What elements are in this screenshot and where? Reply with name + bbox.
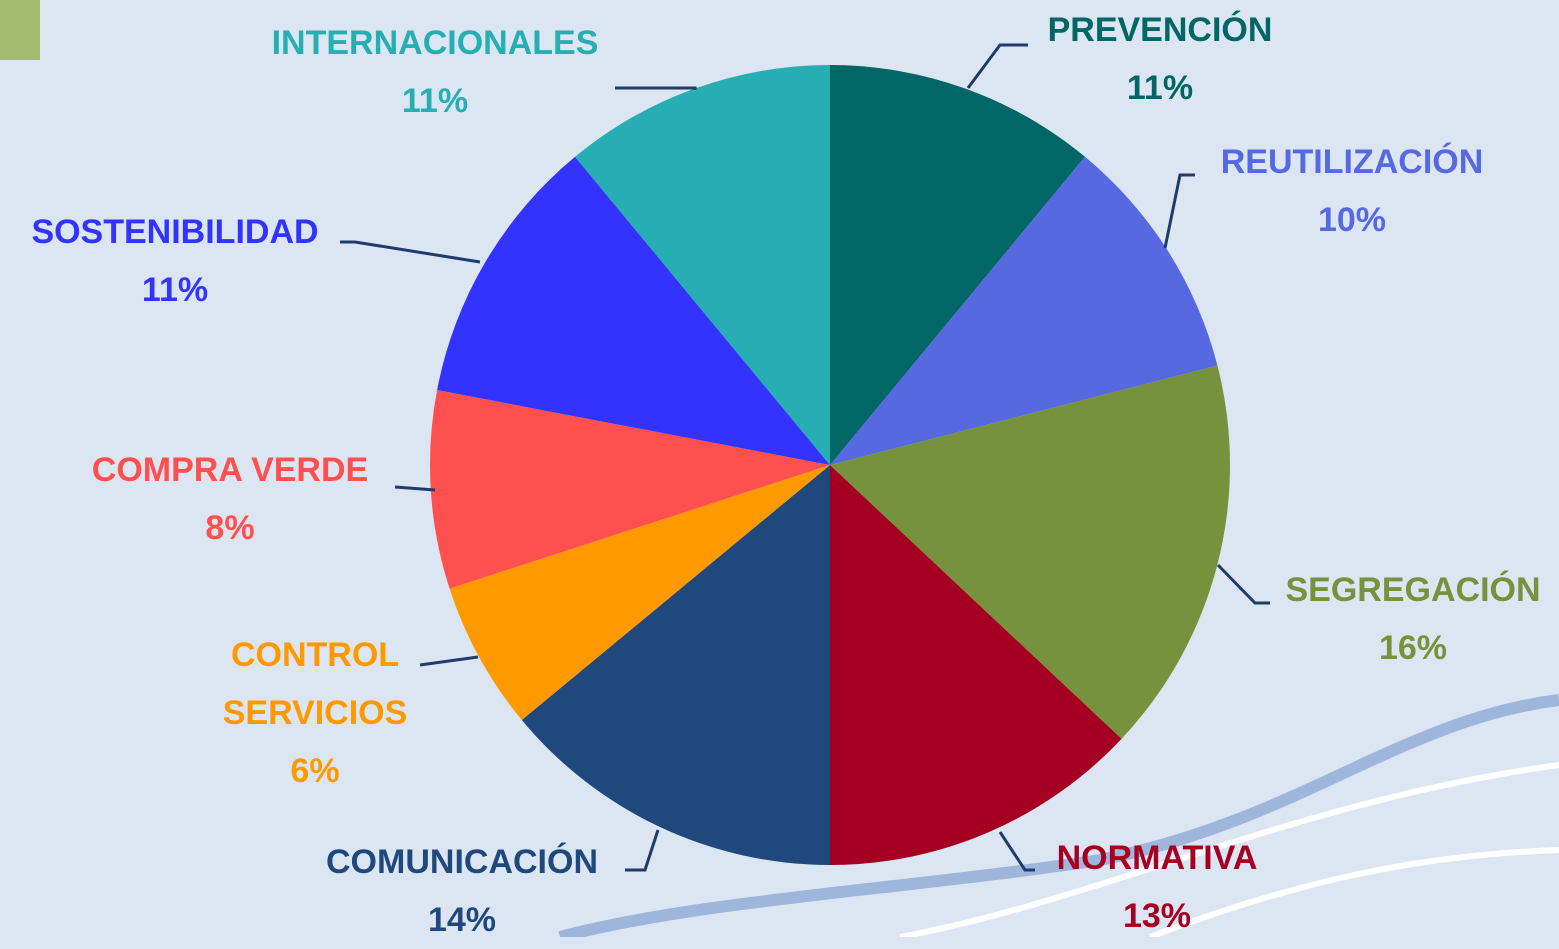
value-label: 13% <box>1057 887 1258 945</box>
category-label: SEGREGACIÓN <box>1285 561 1540 619</box>
category-label: SOSTENIBILIDAD <box>31 203 318 261</box>
page: PREVENCIÓN11%REUTILIZACIÓN10%SEGREGACIÓN… <box>0 0 1559 937</box>
pie <box>430 65 1230 865</box>
leader-line <box>340 242 480 262</box>
leader-line <box>615 88 695 90</box>
category-label: REUTILIZACIÓN <box>1221 133 1484 191</box>
category-label: COMPRA VERDE <box>92 441 368 499</box>
value-label: 8% <box>92 499 368 557</box>
category-label: CONTROL SERVICIOS <box>205 626 425 742</box>
value-label: 11% <box>1048 59 1273 117</box>
value-label: 14% <box>326 891 598 949</box>
category-label: PREVENCIÓN <box>1048 1 1273 59</box>
value-label: 11% <box>31 261 318 319</box>
leader-line <box>1165 175 1195 248</box>
value-label: 10% <box>1221 191 1484 249</box>
leader-line <box>395 487 435 490</box>
leader-line <box>625 830 658 870</box>
leader-line <box>1218 565 1270 603</box>
value-label: 16% <box>1285 619 1540 677</box>
category-label: INTERNACIONALES <box>272 14 599 72</box>
leader-line <box>420 657 478 665</box>
category-label: NORMATIVA <box>1057 829 1258 887</box>
category-label: COMUNICACIÓN <box>326 833 598 891</box>
value-label: 11% <box>272 72 599 130</box>
leader-line <box>968 45 1028 88</box>
value-label: 6% <box>205 742 425 800</box>
